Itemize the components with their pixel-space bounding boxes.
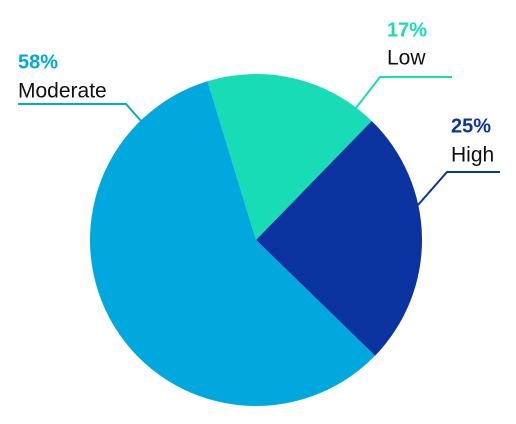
leader-line [355,76,452,109]
value-label: 17% [387,19,427,41]
category-label: Low [387,47,426,70]
category-label: Moderate [18,80,107,103]
leader-line [18,103,143,123]
value-label: 25% [451,115,491,137]
pie-slice [256,120,422,356]
pie-slice [89,81,376,406]
category-label: High [451,144,494,167]
leader-line [417,171,500,206]
pie-slice [207,74,372,240]
value-label: 58% [18,51,58,73]
